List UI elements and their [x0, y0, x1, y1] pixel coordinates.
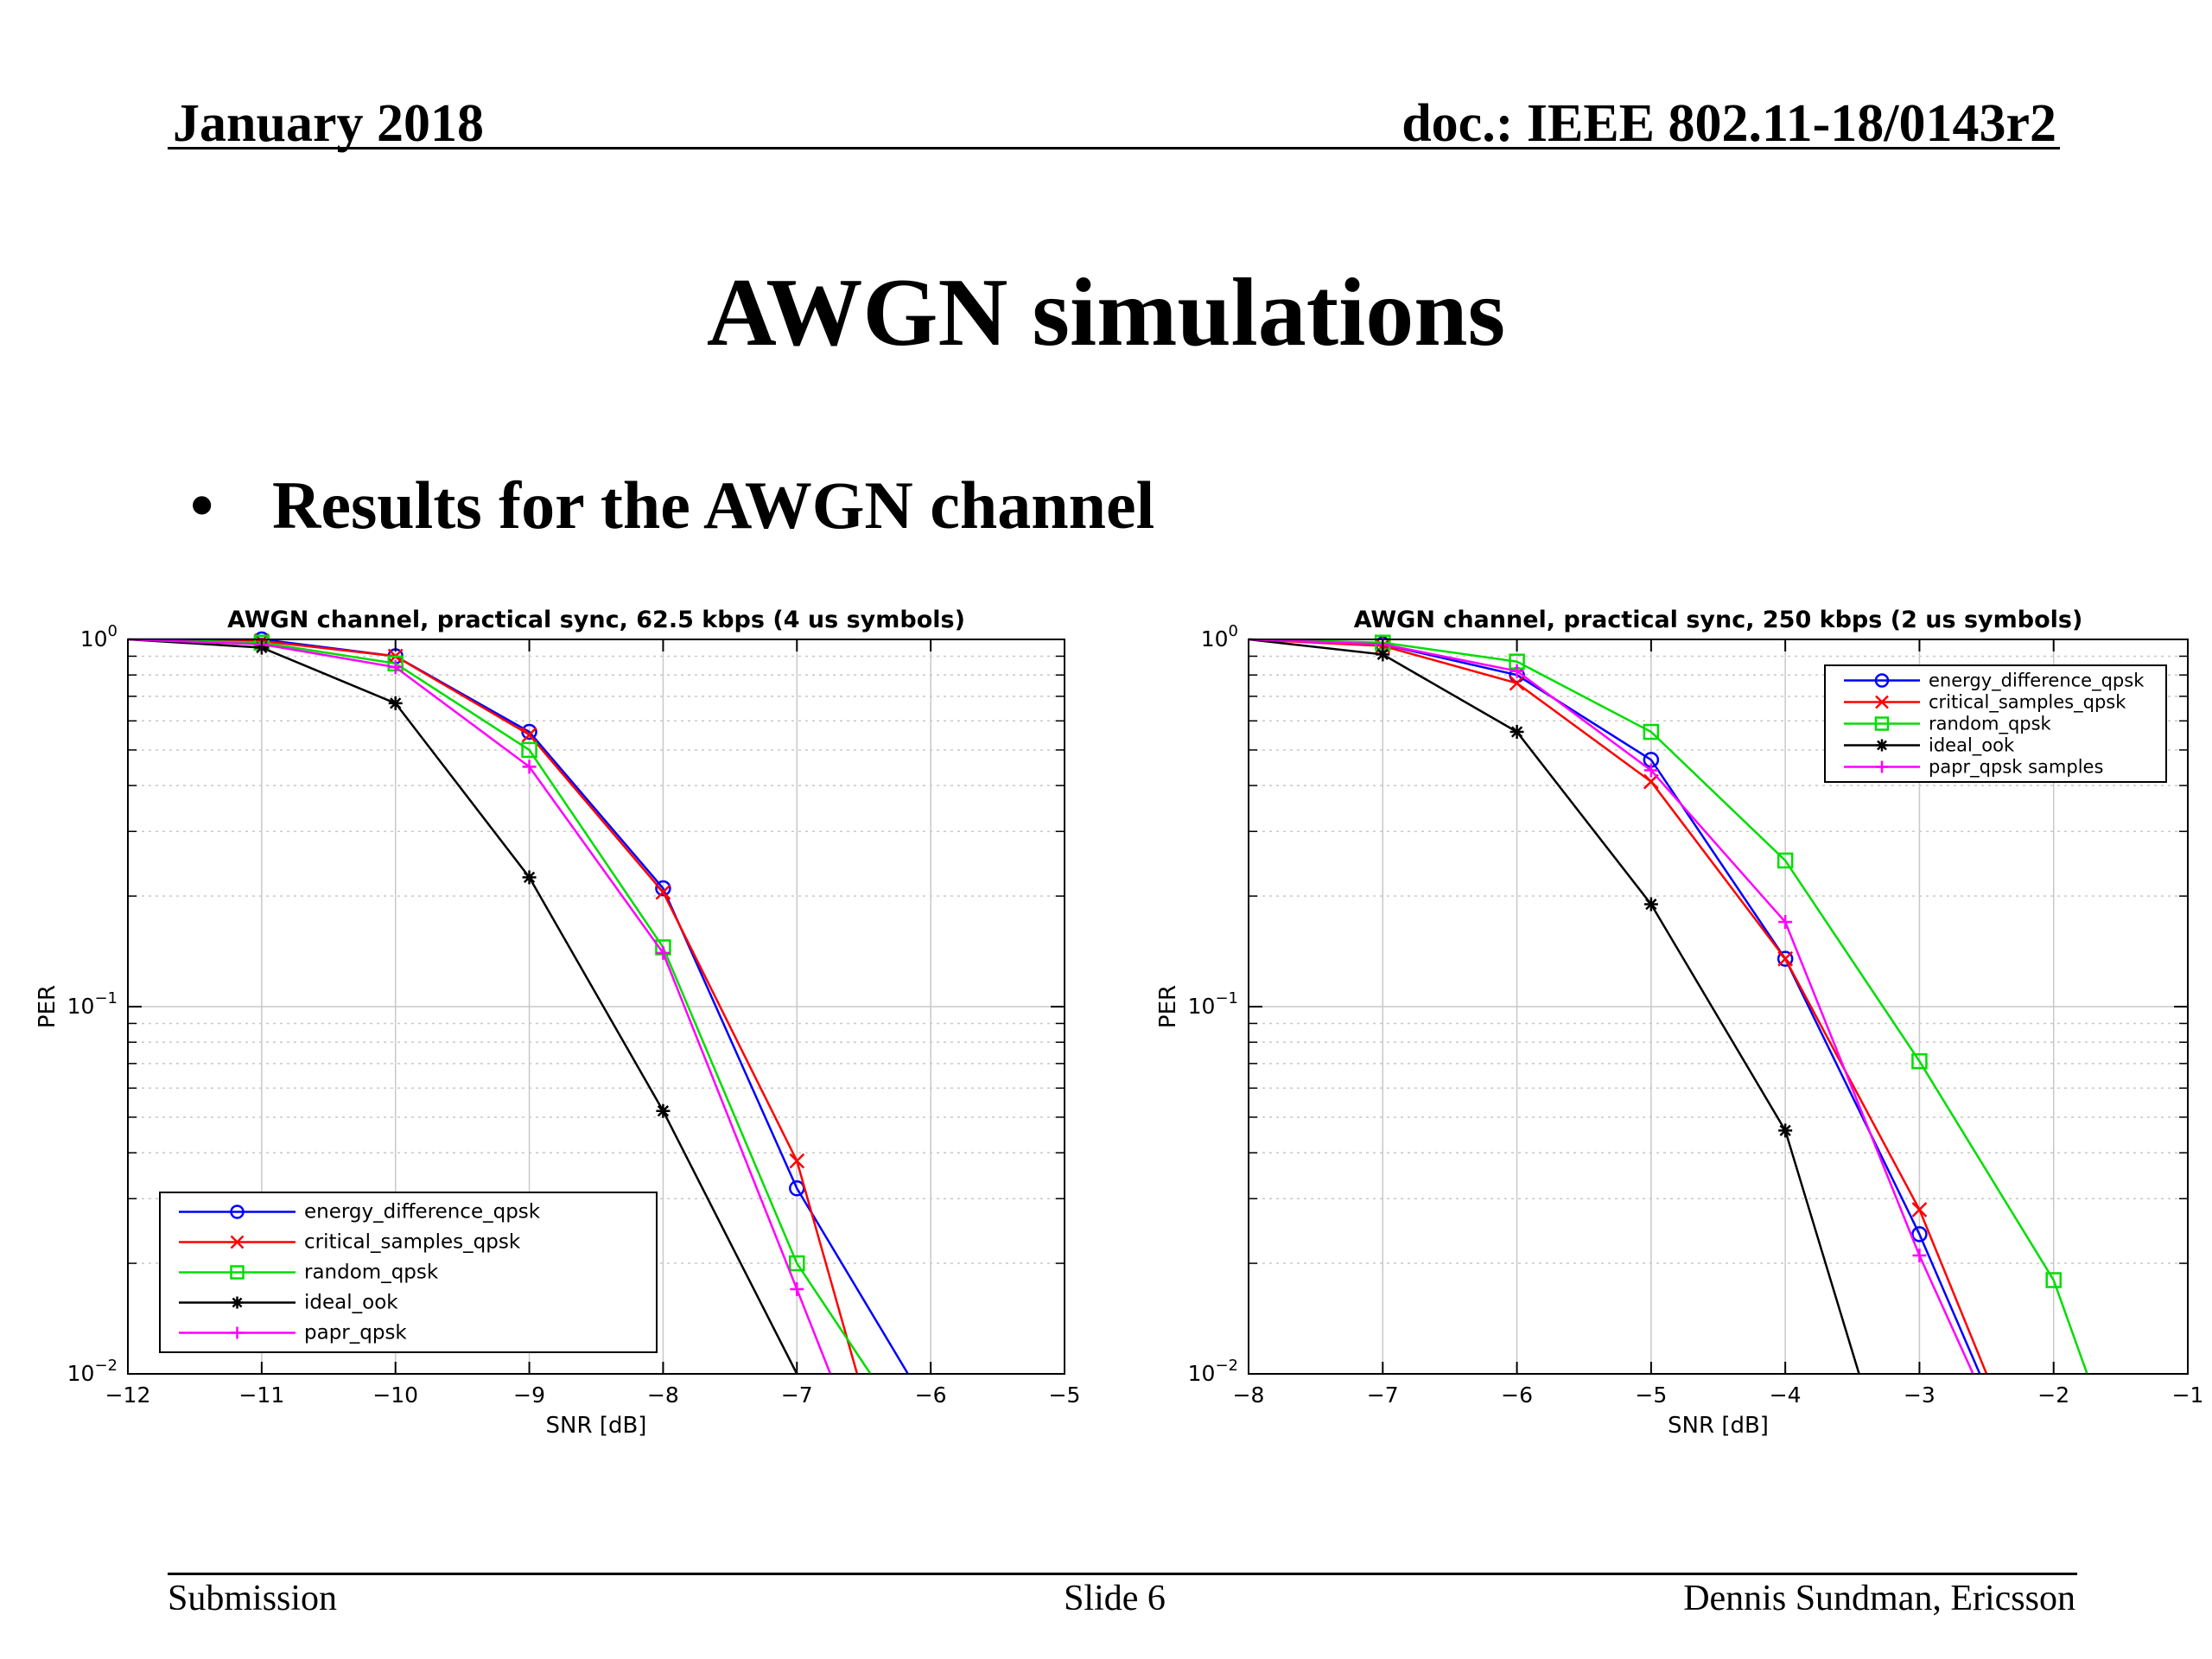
x-axis-label: SNR [dB]	[546, 1413, 647, 1439]
legend-label: ideal_ook	[304, 1292, 398, 1314]
data-point-papr-qpsk	[656, 945, 671, 960]
legend-marker	[230, 1205, 245, 1219]
legend: energy_difference_qpsk critical_samples_q…	[159, 1192, 658, 1353]
y-tick-label: 10−1	[67, 989, 118, 1019]
data-point-critical-samples-qpsk	[789, 1153, 805, 1169]
data-point-papr-qpsk	[388, 660, 403, 675]
chart-title: AWGN channel, practical sync, 62.5 kbps …	[227, 607, 965, 633]
footer-submission: Submission	[168, 1579, 338, 1618]
header-date: January 2018	[173, 94, 484, 153]
bullet-text: Results for the AWGN channel	[272, 467, 1155, 543]
footer-author: Dennis Sundman, Ericsson	[1683, 1579, 2075, 1618]
data-point-ideal-ook	[656, 1103, 671, 1118]
data-point-critical-samples-qpsk	[655, 884, 671, 900]
data-point-random-qpsk	[521, 741, 537, 759]
data-point-ideal-ook	[522, 870, 537, 885]
legend-label: critical_samples_qpsk	[304, 1231, 521, 1254]
legend-marker	[231, 1326, 244, 1339]
y-tick-label: 10−2	[67, 1357, 118, 1386]
legend-marker	[230, 1235, 245, 1249]
legend-label: random_qpsk	[304, 1262, 439, 1284]
x-tick-label: −10	[372, 1382, 418, 1408]
data-point-critical-samples-qpsk	[521, 727, 537, 743]
data-point-ideal-ook	[388, 696, 403, 710]
bullet-item: • Results for the AWGN channel	[190, 467, 1154, 544]
slide-title: AWGN simulations	[706, 259, 1506, 366]
x-tick-label: −6	[915, 1382, 947, 1408]
footer-rule	[168, 1573, 2077, 1575]
y-tick-label: 100	[80, 622, 118, 652]
legend-marker	[230, 1265, 245, 1280]
data-point-papr-qpsk	[790, 1282, 804, 1297]
bullet-dot-icon: •	[190, 467, 214, 543]
minor-gridlines	[128, 655, 1065, 1264]
y-axis-label: PER	[35, 985, 60, 1028]
x-tick-label: −5	[1049, 1382, 1081, 1408]
x-tick-label: −7	[781, 1382, 813, 1408]
legend-label: energy_difference_qpsk	[304, 1201, 541, 1224]
x-tick-label: −12	[105, 1382, 151, 1408]
header-doc-id: doc.: IEEE 802.11-18/0143r2	[1402, 94, 2056, 153]
x-tick-label: −8	[647, 1382, 679, 1408]
series-line-ideal-ook	[127, 638, 798, 1375]
legend-label: papr_qpsk	[304, 1322, 407, 1344]
header-rule	[168, 147, 2060, 149]
footer-slide-number: Slide 6	[1064, 1579, 1166, 1618]
x-tick-label: −11	[238, 1382, 284, 1408]
data-point-random-qpsk	[789, 1255, 805, 1272]
x-tick-label: −9	[513, 1382, 545, 1408]
data-point-papr-qpsk	[522, 760, 537, 774]
legend-marker	[231, 1296, 244, 1309]
data-point-energy-difference-qpsk	[655, 880, 671, 897]
